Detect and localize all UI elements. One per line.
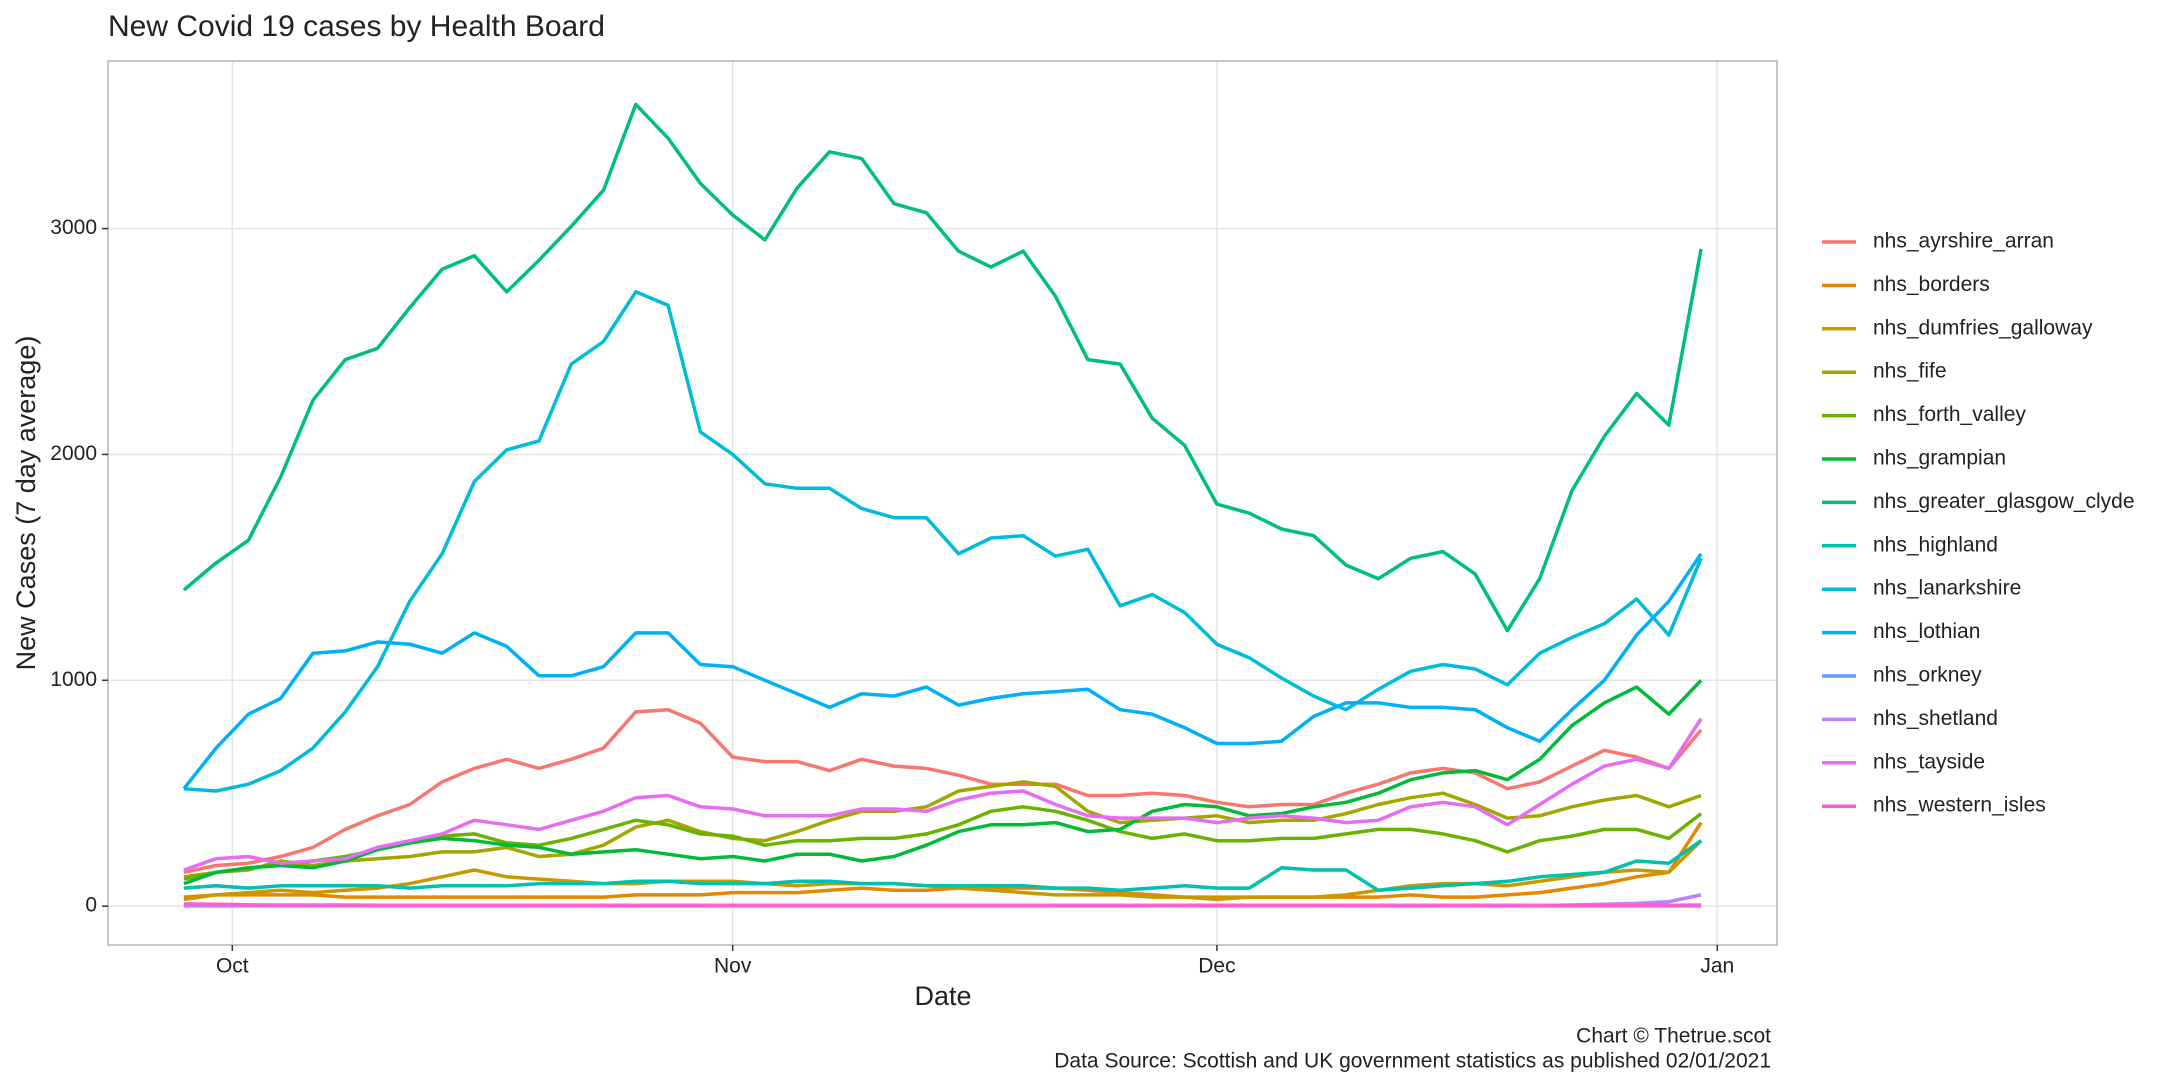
plot-lines — [182, 102, 1703, 908]
y-tick-label: 0 — [85, 894, 97, 917]
x-tick-label: Nov — [714, 955, 752, 978]
series-line — [183, 805, 1703, 881]
caption: Chart © Thetrue.scot — [1576, 1025, 1771, 1048]
series-line — [183, 839, 1703, 893]
series-line — [183, 707, 1703, 875]
legend-label: nhs_borders — [1873, 273, 1990, 296]
legend-label: nhs_orkney — [1873, 664, 1982, 687]
series-line — [183, 717, 1703, 872]
series-line — [183, 780, 1702, 879]
legend-label: nhs_fife — [1873, 360, 1947, 383]
chart-title: New Covid 19 cases by Health Board — [108, 10, 605, 43]
legend: nhs_ayrshire_arran nhs_borders nhs_dumfrie… — [1822, 230, 2135, 817]
y-axis-label: New Cases (7 day average) — [11, 336, 41, 671]
series-line — [182, 102, 1703, 633]
legend-label: nhs_western_isles — [1873, 794, 2046, 817]
panel-border — [107, 60, 1778, 946]
legend-label: nhs_forth_valley — [1873, 403, 2026, 426]
legend-label: nhs_grampian — [1873, 447, 2006, 470]
x-axis-label: Date — [914, 981, 971, 1011]
legend-label: nhs_lanarkshire — [1873, 577, 2021, 600]
series-line — [183, 902, 1702, 907]
y-tick-label: 1000 — [50, 668, 97, 691]
series-line — [182, 552, 1703, 790]
series-line — [183, 821, 1703, 902]
x-tick-label: Dec — [1198, 955, 1235, 978]
legend-label: nhs_greater_glasgow_clyde — [1873, 490, 2135, 513]
legend-label: nhs_shetland — [1873, 707, 1998, 730]
x-tick-label: Jan — [1700, 955, 1734, 978]
series-line — [183, 679, 1703, 886]
y-tick-label: 3000 — [50, 216, 97, 239]
caption: Data Source: Scottish and UK government … — [1054, 1050, 1771, 1073]
legend-label: nhs_highland — [1873, 533, 1998, 556]
legend-label: nhs_ayrshire_arran — [1873, 230, 2054, 253]
legend-label: nhs_tayside — [1873, 750, 1985, 773]
legend-label: nhs_dumfries_galloway — [1873, 316, 2093, 339]
legend-label: nhs_lothian — [1873, 620, 1980, 643]
x-tick-label: Oct — [216, 955, 249, 978]
series-line — [183, 290, 1703, 793]
y-tick-label: 2000 — [50, 442, 97, 465]
